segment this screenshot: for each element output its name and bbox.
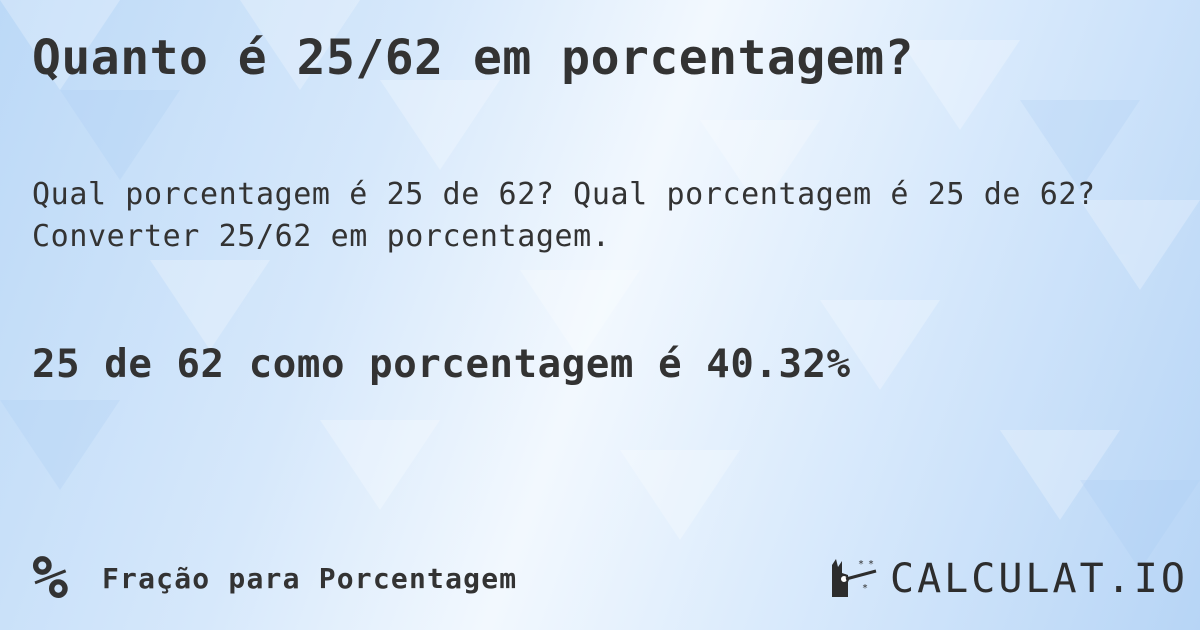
- svg-text:*: *: [868, 559, 874, 570]
- logo[interactable]: * * * CALCULAT.IO: [828, 556, 1188, 602]
- svg-text:*: *: [858, 559, 864, 570]
- svg-text:*: *: [862, 583, 868, 594]
- description-line: Qual porcentagem é 25 de 62? Qual porcen…: [32, 177, 1096, 212]
- description-line: Converter 25/62 em porcentagem.: [32, 219, 611, 254]
- result-text: 25 de 62 como porcentagem é 40.32%: [32, 342, 851, 387]
- description: Qual porcentagem é 25 de 62? Qual porcen…: [32, 174, 1096, 258]
- logo-text: CALCULAT.IO: [890, 556, 1188, 602]
- percent-icon: %: [32, 543, 69, 613]
- category-link[interactable]: % Fração para Porcentagem: [32, 548, 517, 608]
- category-label: Fração para Porcentagem: [102, 561, 518, 595]
- page-title: Quanto é 25/62 em porcentagem?: [32, 30, 914, 86]
- magic-hand-icon: * * *: [832, 559, 877, 597]
